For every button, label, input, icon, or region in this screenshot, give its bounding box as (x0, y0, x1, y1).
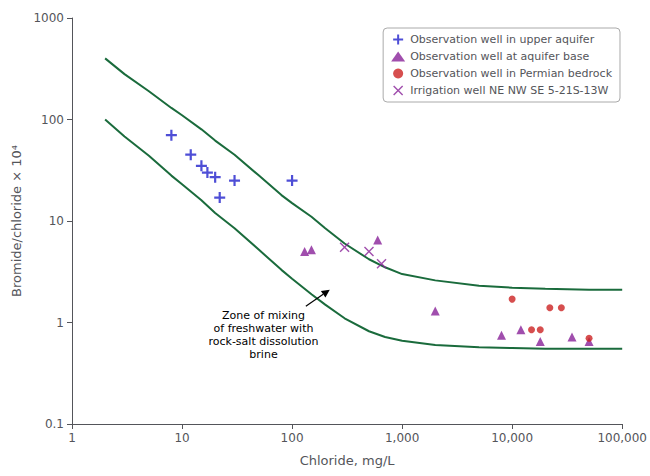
svg-text:Observation well in upper aqui: Observation well in upper aquifer (410, 33, 594, 46)
svg-text:Observation well in Permian be: Observation well in Permian bedrock (410, 67, 612, 80)
svg-text:100,000: 100,000 (597, 431, 647, 445)
svg-text:1: 1 (68, 431, 76, 445)
svg-text:100: 100 (281, 431, 304, 445)
svg-text:0.1: 0.1 (45, 417, 64, 431)
svg-text:100: 100 (41, 113, 64, 127)
svg-text:rock-salt dissolution: rock-salt dissolution (208, 335, 318, 348)
svg-text:1000: 1000 (33, 11, 64, 25)
svg-text:10: 10 (174, 431, 189, 445)
svg-text:Chloride, mg/L: Chloride, mg/L (300, 453, 396, 468)
svg-text:10: 10 (49, 214, 64, 228)
svg-text:Observation well at aquifer ba: Observation well at aquifer base (410, 50, 589, 63)
svg-text:Bromide/chloride × 10⁴: Bromide/chloride × 10⁴ (9, 145, 24, 297)
svg-text:brine: brine (249, 348, 278, 361)
svg-text:10,000: 10,000 (491, 431, 533, 445)
svg-text:Irrigation well NE NW SE 5-21S: Irrigation well NE NW SE 5-21S-13W (410, 84, 608, 97)
svg-text:1,000: 1,000 (385, 431, 419, 445)
svg-text:of freshwater with: of freshwater with (214, 322, 314, 335)
svg-text:Zone of mixing: Zone of mixing (222, 309, 305, 322)
svg-text:1: 1 (56, 316, 64, 330)
